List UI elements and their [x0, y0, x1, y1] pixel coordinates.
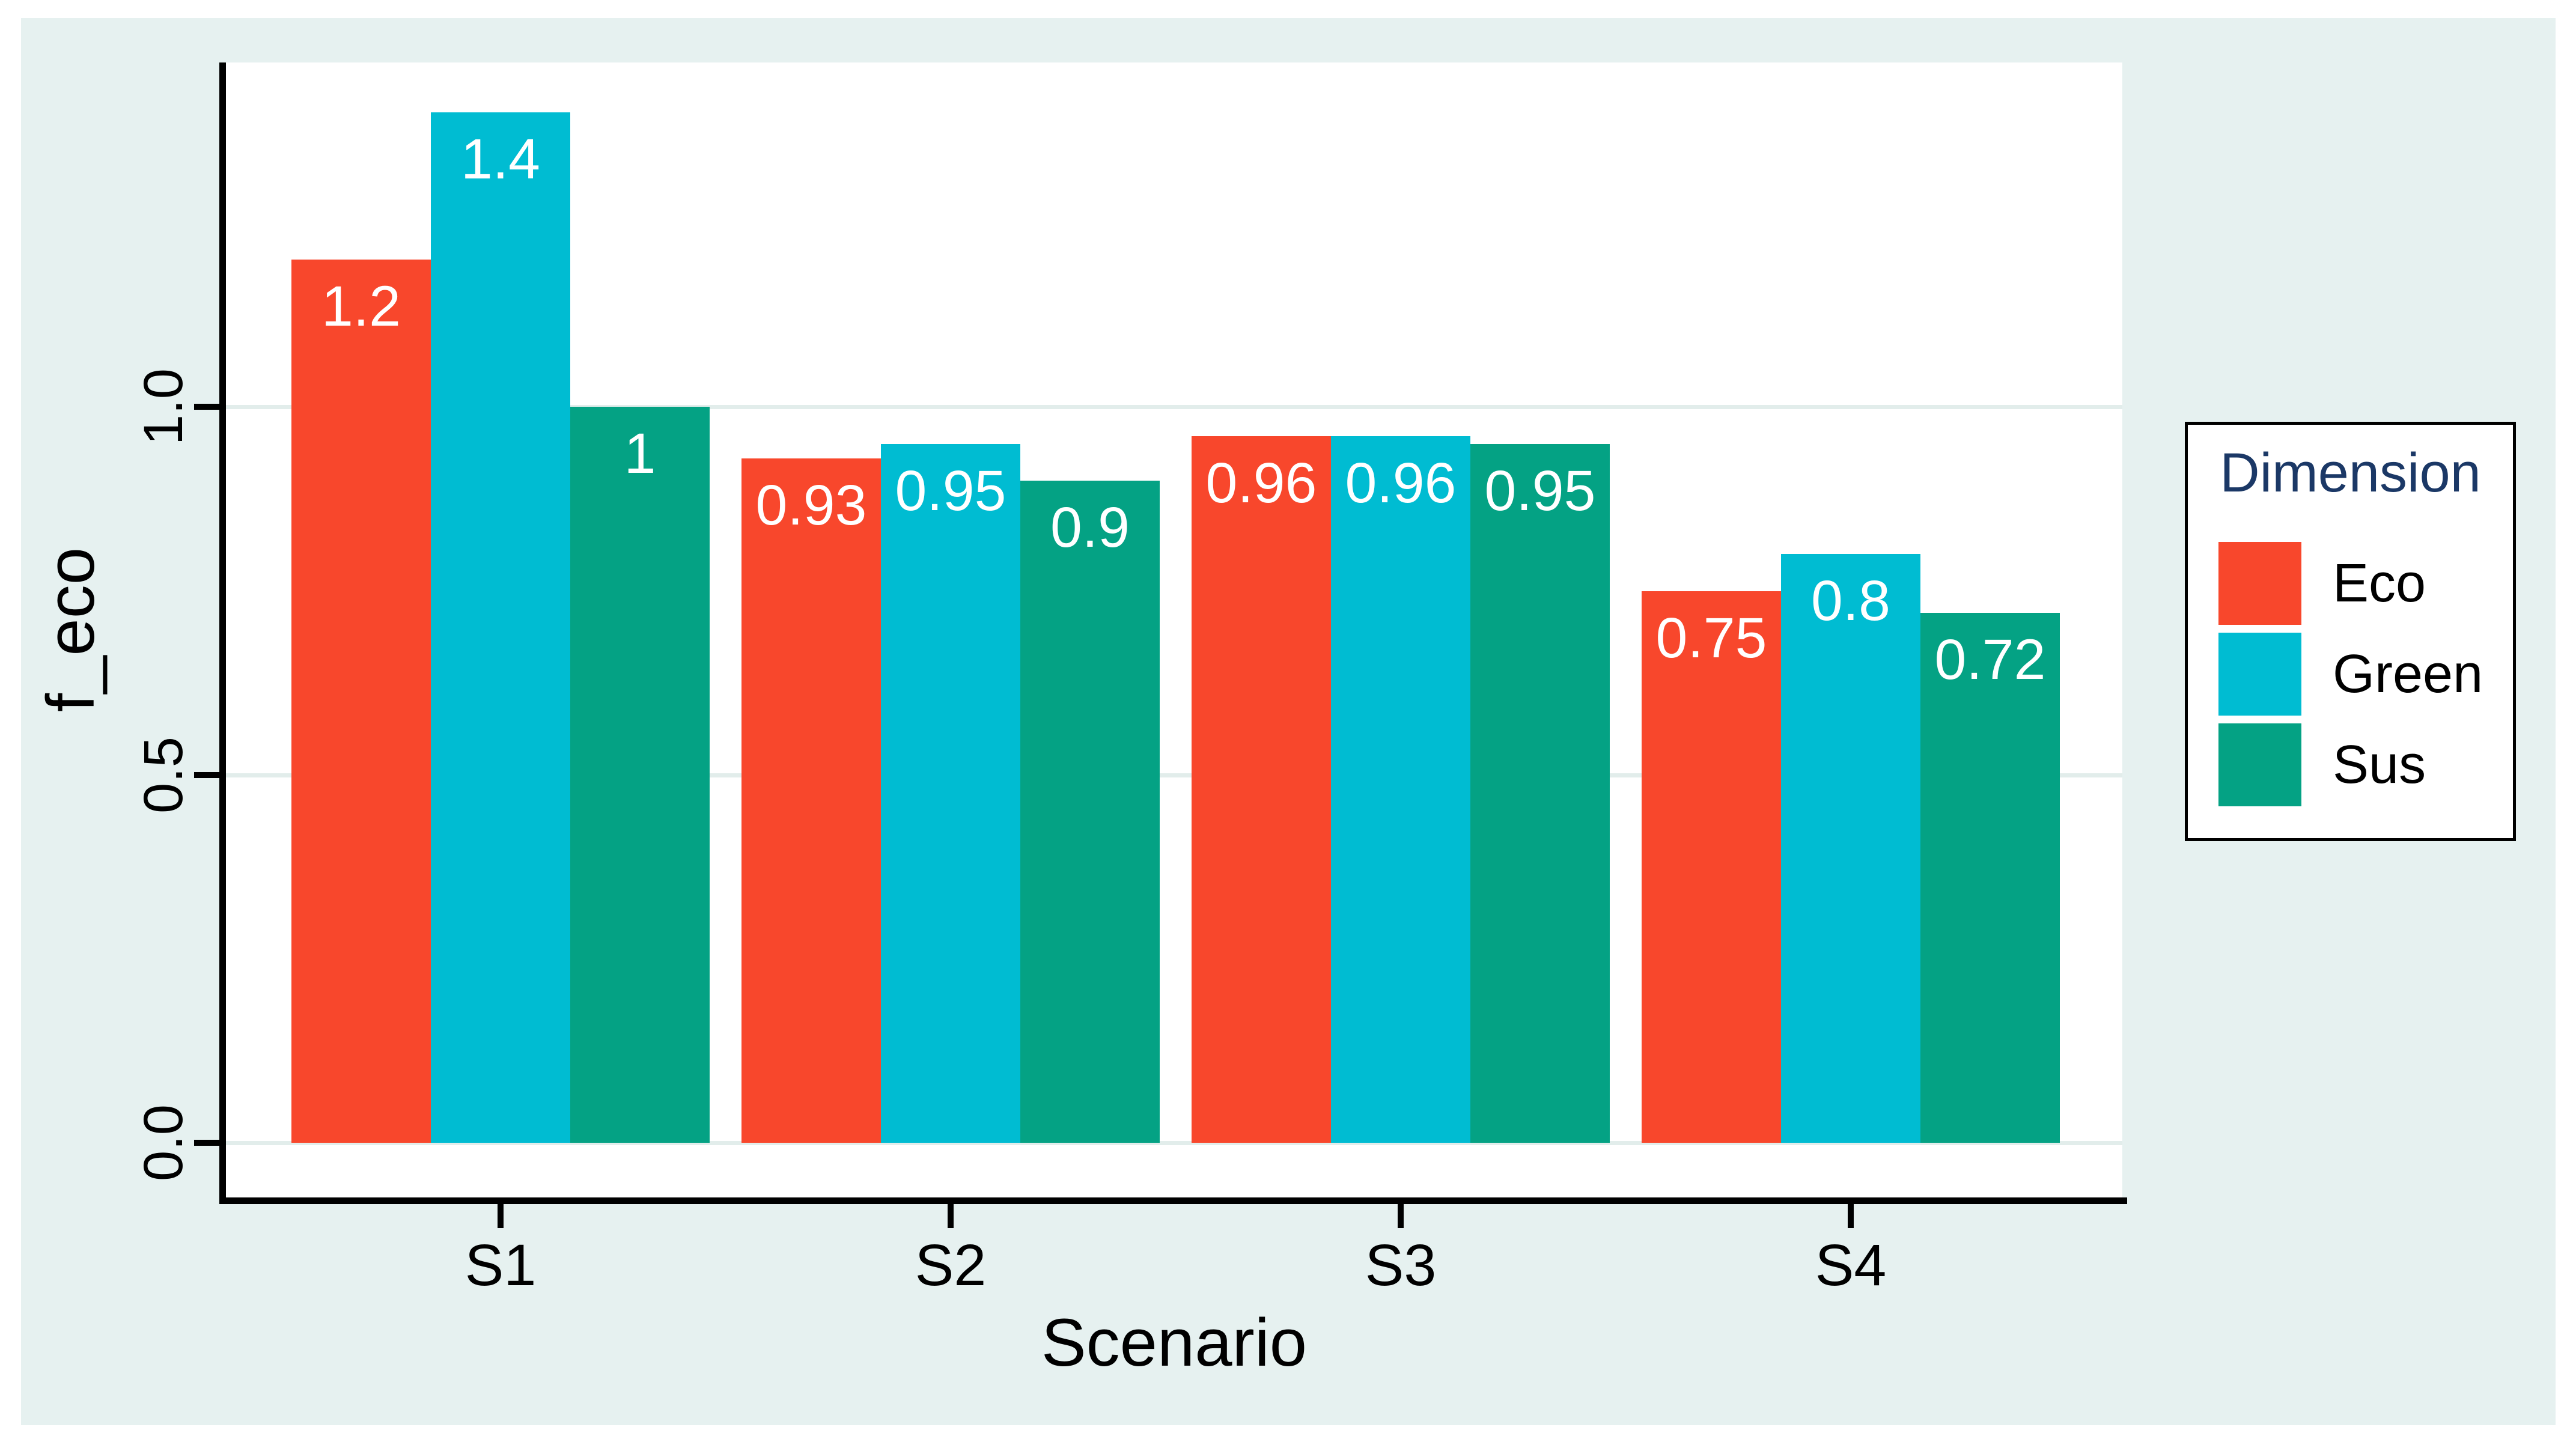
bar-value-label: 0.93 — [755, 473, 867, 538]
x-tick — [498, 1204, 504, 1228]
bar-eco-s1: 1.2 — [291, 260, 431, 1143]
legend-swatch-green — [2218, 633, 2301, 716]
y-tick-label: 0.0 — [133, 1104, 194, 1182]
legend-entry-label: Green — [2333, 644, 2483, 704]
bar-value-label: 0.96 — [1205, 451, 1317, 516]
bar-value-label: 0.95 — [895, 458, 1006, 523]
x-tick — [1848, 1204, 1854, 1228]
bar-green-s3: 0.96 — [1331, 436, 1470, 1143]
x-axis-title: Scenario — [1041, 1305, 1308, 1380]
bar-green-s2: 0.95 — [881, 443, 1020, 1143]
bar-value-label: 1.4 — [460, 127, 541, 192]
legend-swatch-sus — [2218, 723, 2301, 806]
legend-entry-label: Eco — [2333, 553, 2426, 613]
legend: Dimension Eco Green Sus — [2185, 422, 2516, 841]
y-tick — [194, 404, 219, 410]
bar-green-s1: 1.4 — [431, 112, 570, 1143]
legend-swatch-eco — [2218, 542, 2301, 625]
bar-value-label: 0.72 — [1934, 628, 2046, 692]
x-tick-label: S4 — [1815, 1232, 1887, 1298]
bar-value-label: 1 — [624, 422, 656, 486]
bar-eco-s2: 0.93 — [741, 458, 881, 1143]
bar-eco-s4: 0.75 — [1642, 591, 1781, 1143]
bar-eco-s3: 0.96 — [1192, 436, 1331, 1143]
gridline — [226, 1141, 2122, 1146]
x-tick-label: S3 — [1365, 1232, 1437, 1298]
y-tick-label: 0.5 — [133, 736, 194, 814]
x-tick — [1398, 1204, 1404, 1228]
legend-title: Dimension — [2220, 442, 2481, 503]
bar-sus-s1: 1 — [570, 407, 710, 1143]
bar-green-s4: 0.8 — [1781, 554, 1920, 1143]
y-axis-title: f_eco — [33, 547, 108, 712]
x-tick-label: S1 — [464, 1232, 537, 1298]
bar-sus-s2: 0.9 — [1020, 480, 1160, 1143]
gridline — [226, 405, 2122, 410]
y-tick — [194, 1140, 219, 1146]
bar-value-label: 0.8 — [1810, 569, 1891, 633]
bar-sus-s4: 0.72 — [1920, 613, 2060, 1143]
x-axis-line — [219, 1197, 2127, 1204]
y-tick-label: 1.0 — [133, 368, 194, 446]
bar-value-label: 0.96 — [1345, 451, 1457, 516]
bar-value-label: 1.2 — [321, 275, 401, 339]
bar-sus-s3: 0.95 — [1470, 443, 1610, 1143]
gridline — [226, 773, 2122, 777]
bar-value-label: 0.95 — [1484, 458, 1596, 523]
bar-value-label: 0.9 — [1050, 495, 1130, 559]
x-tick-label: S2 — [915, 1232, 987, 1298]
y-tick — [194, 771, 219, 778]
x-tick — [948, 1204, 954, 1228]
y-axis-line — [219, 62, 226, 1204]
bar-value-label: 0.75 — [1655, 606, 1767, 670]
legend-entry-label: Sus — [2333, 735, 2426, 795]
